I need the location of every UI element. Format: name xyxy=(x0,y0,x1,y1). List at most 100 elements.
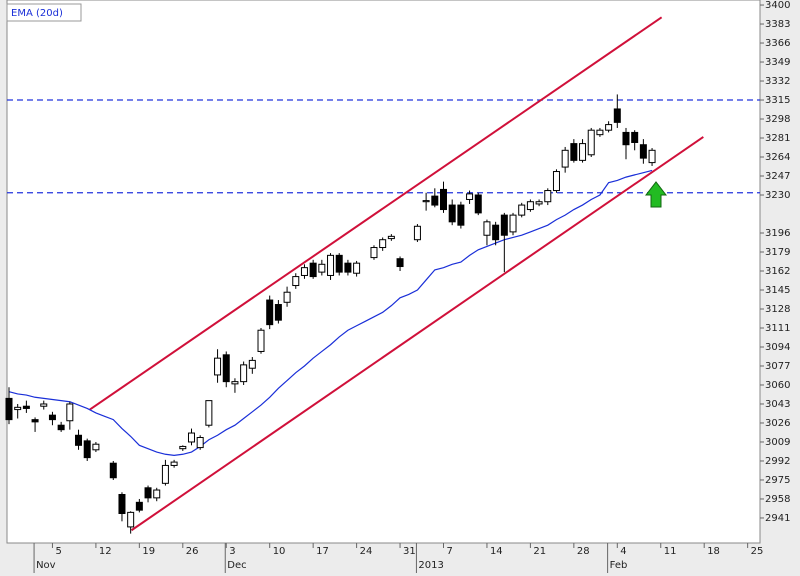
candle-body xyxy=(274,304,282,321)
y-tick-label: 3366 xyxy=(765,38,790,49)
candle-body xyxy=(231,381,239,385)
plot-area xyxy=(6,0,761,544)
period-label: 2013 xyxy=(418,560,443,571)
y-tick-label: 3026 xyxy=(765,418,790,429)
x-tick-label: 12 xyxy=(99,546,112,557)
candle-body xyxy=(387,235,395,240)
y-tick-label: 3128 xyxy=(765,304,790,315)
candle-body xyxy=(318,263,326,273)
candle-body xyxy=(170,461,178,466)
y-tick-label: 3332 xyxy=(765,76,790,87)
candle-body xyxy=(109,462,117,479)
y-tick-label: 2941 xyxy=(765,513,790,524)
candle-body xyxy=(396,258,404,268)
y-tick-label: 3077 xyxy=(765,361,790,372)
candle-body xyxy=(14,406,22,411)
candle-body xyxy=(613,108,621,123)
candle-body xyxy=(457,204,465,226)
y-tick-label: 3060 xyxy=(765,380,790,391)
candle-body xyxy=(474,194,482,214)
candle-body xyxy=(605,124,613,131)
candle-body xyxy=(257,329,265,352)
candle-body xyxy=(353,262,361,274)
x-tick-label: 7 xyxy=(447,546,453,557)
y-tick-label: 3264 xyxy=(765,152,790,163)
candle-body xyxy=(48,414,56,421)
x-tick-label: 4 xyxy=(620,546,626,557)
candle-body xyxy=(75,434,83,446)
candle-body xyxy=(214,357,222,376)
candle-body xyxy=(413,225,421,241)
y-tick-label: 3247 xyxy=(765,171,790,182)
y-tick-label: 3315 xyxy=(765,95,790,106)
candle-body xyxy=(196,437,204,449)
legend-label: EMA (20d) xyxy=(11,8,63,19)
candle-body xyxy=(248,359,256,369)
candle-body xyxy=(5,397,13,421)
candle-body xyxy=(344,262,352,273)
y-tick-label: 3145 xyxy=(765,285,790,296)
candle-body xyxy=(544,190,552,203)
x-tick-label: 25 xyxy=(751,546,764,557)
candle-body xyxy=(300,267,308,276)
x-tick-label: 19 xyxy=(142,546,155,557)
candle-body xyxy=(66,403,74,422)
x-tick-label: 10 xyxy=(273,546,286,557)
candle-body xyxy=(83,440,91,459)
candle-body xyxy=(153,489,161,499)
candle-body xyxy=(622,131,630,146)
x-tick-label: 5 xyxy=(55,546,61,557)
candle-body xyxy=(631,131,639,143)
x-tick-label: 17 xyxy=(316,546,329,557)
candle-body xyxy=(587,129,595,156)
y-tick-label: 2975 xyxy=(765,475,790,486)
candle-body xyxy=(422,200,430,203)
candle-body xyxy=(144,487,152,499)
candle-body xyxy=(639,144,647,159)
candle-body xyxy=(535,201,543,205)
candle-body xyxy=(509,214,517,233)
up-arrow xyxy=(644,181,668,208)
candle-body xyxy=(483,221,491,236)
y-tick-label: 3281 xyxy=(765,133,790,144)
candle-body xyxy=(222,354,230,383)
y-tick-label: 2958 xyxy=(765,494,790,505)
trendline xyxy=(89,16,663,411)
y-tick-label: 3383 xyxy=(765,19,790,30)
y-tick-label: 3230 xyxy=(765,190,790,201)
candle-body xyxy=(283,291,291,303)
ema-line xyxy=(8,169,653,456)
y-tick-label: 3349 xyxy=(765,57,790,68)
candle-body xyxy=(118,493,126,514)
y-tick-label: 3196 xyxy=(765,228,790,239)
candle-body xyxy=(561,149,569,168)
candle-body xyxy=(40,403,48,407)
candle-body xyxy=(500,214,508,236)
candle-body xyxy=(161,464,169,484)
candle-body xyxy=(431,195,439,206)
y-tick-label: 3043 xyxy=(765,399,790,410)
candle-body xyxy=(596,129,604,136)
candle-body xyxy=(552,171,560,192)
candle-body xyxy=(309,262,317,278)
candle-body xyxy=(187,432,195,443)
candle-body xyxy=(22,405,30,409)
candle-body xyxy=(335,254,343,273)
y-tick-label: 3162 xyxy=(765,266,790,277)
x-tick-label: 11 xyxy=(664,546,677,557)
candle-body xyxy=(135,501,143,511)
y-tick-label: 3400 xyxy=(765,0,790,11)
x-tick-label: 28 xyxy=(577,546,590,557)
candle-body xyxy=(440,188,447,211)
y-tick-label: 3111 xyxy=(765,323,790,334)
y-tick-label: 2992 xyxy=(765,456,790,467)
candle-body xyxy=(570,143,578,161)
candle-body xyxy=(31,419,39,423)
trendline xyxy=(130,136,704,532)
candle-body xyxy=(492,224,500,241)
candle-body xyxy=(518,204,526,216)
candle-body xyxy=(240,364,248,383)
candle-body xyxy=(179,445,187,450)
x-tick-label: 31 xyxy=(403,546,416,557)
